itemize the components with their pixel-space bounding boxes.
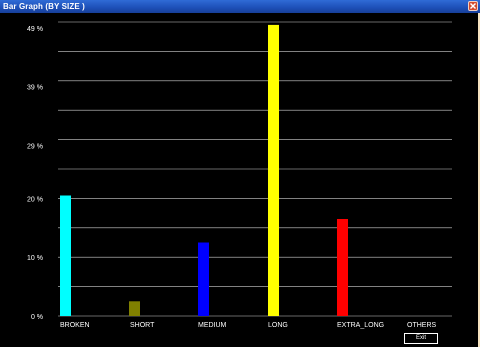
chart-area: 0 % 10 % 20 % 29 % 39 % 49 % BROKEN SHORT MEDIU… (0, 13, 480, 347)
y-tick-label: 49 % (27, 26, 43, 33)
bar-chart: 0 % 10 % 20 % 29 % 39 % 49 % BROKEN SHORT MEDIU… (27, 21, 452, 329)
x-category-label: EXTRA_LONG (337, 322, 384, 329)
y-tick-label: 20 % (27, 196, 43, 203)
y-tick-label: 10 % (27, 255, 43, 262)
bar-broken (60, 195, 71, 316)
gridlines (58, 21, 452, 317)
window-title: Bar Graph (BY SIZE ) (3, 2, 85, 11)
x-category-label: OTHERS (407, 322, 437, 329)
close-button[interactable] (468, 1, 478, 11)
x-category-label: MEDIUM (198, 322, 227, 329)
y-tick-label: 39 % (27, 85, 43, 92)
y-tick-label: 29 % (27, 144, 43, 151)
close-icon (470, 3, 476, 9)
x-category-label: LONG (268, 322, 288, 329)
bars (60, 24, 348, 317)
title-bar[interactable]: Bar Graph (BY SIZE ) (0, 0, 480, 13)
y-tick-label: 0 % (31, 314, 43, 321)
bar-short (129, 301, 140, 316)
bar-medium (198, 242, 209, 316)
bar-long (268, 24, 279, 317)
exit-button[interactable]: Exit (404, 333, 438, 344)
x-axis-labels: BROKEN SHORT MEDIUM LONG EXTRA_LONG OTHERS (60, 322, 437, 329)
y-axis-ticks: 0 % 10 % 20 % 29 % 39 % 49 % (27, 26, 43, 321)
bar-extra-long (337, 219, 348, 316)
x-category-label: SHORT (130, 322, 155, 329)
x-category-label: BROKEN (60, 322, 90, 329)
